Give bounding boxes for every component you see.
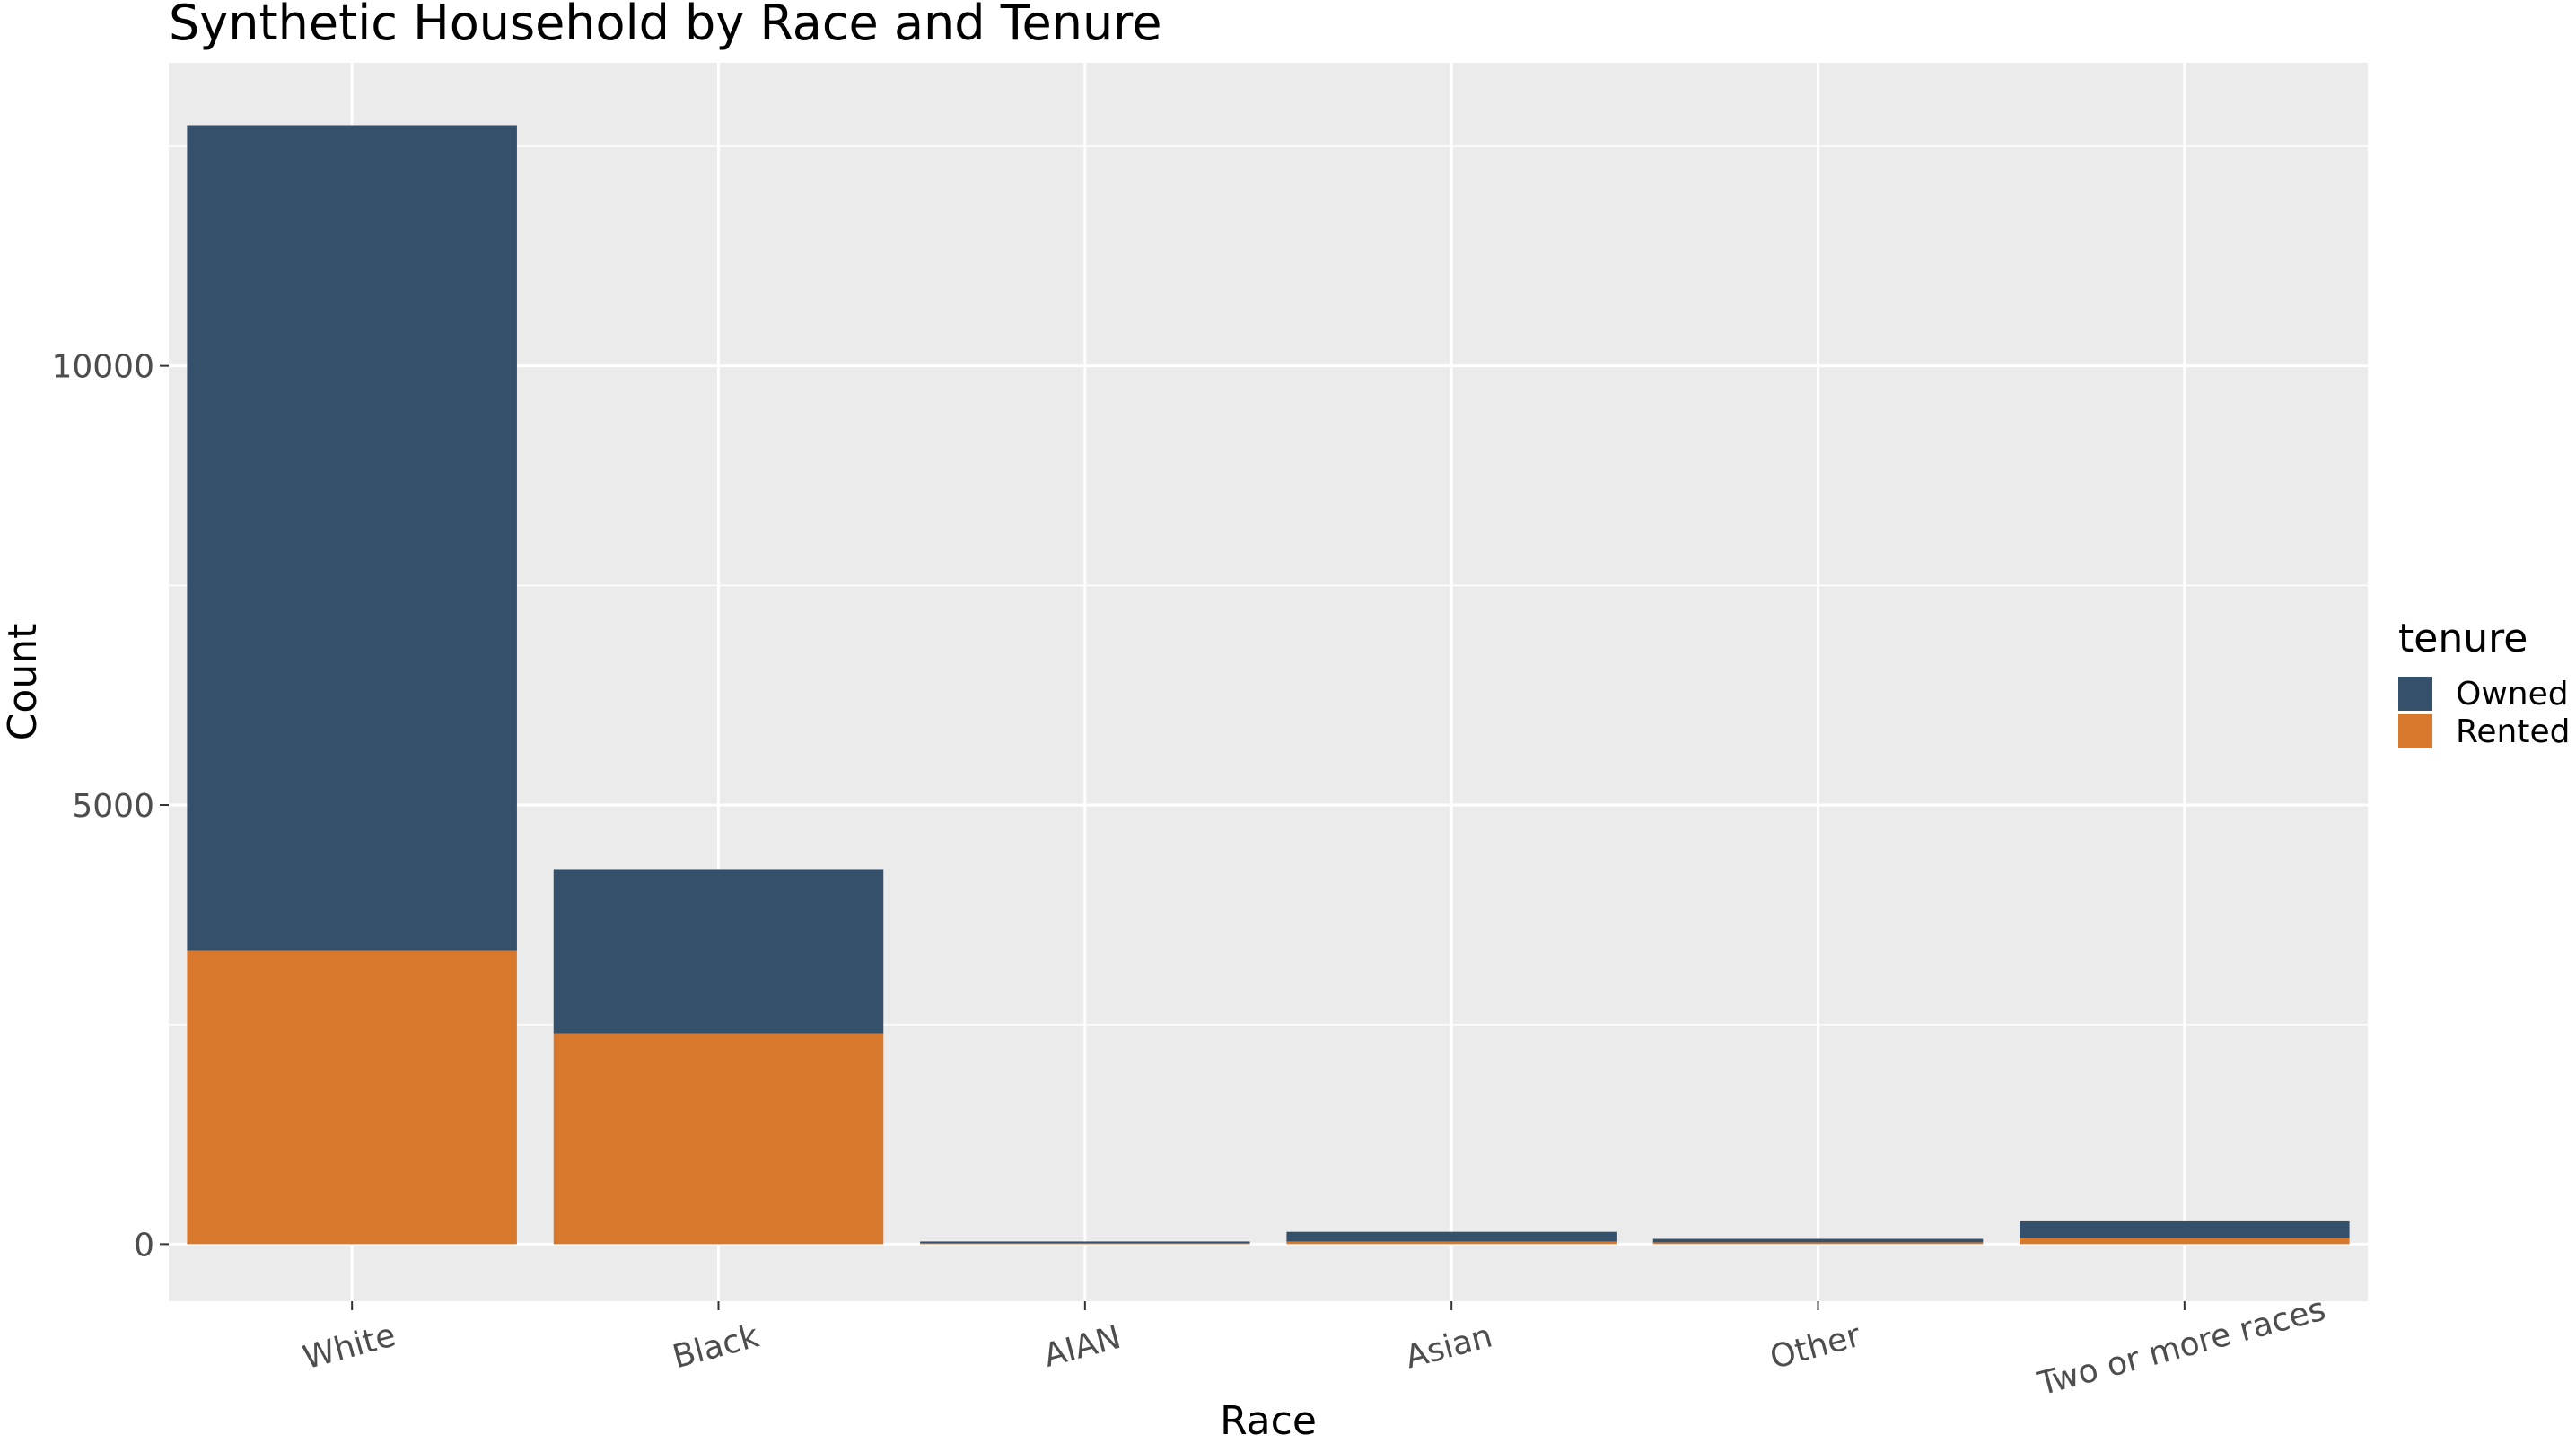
x-tick-label: Asian bbox=[1401, 1317, 1496, 1376]
legend-label-owned: Owned bbox=[2456, 676, 2569, 713]
x-tick-label: Black bbox=[669, 1317, 763, 1376]
y-tick-label: 5000 bbox=[72, 788, 154, 825]
bar-rented-asian bbox=[1286, 1241, 1617, 1245]
bar-rented-white bbox=[187, 950, 517, 1245]
legend-label-rented: Rented bbox=[2456, 713, 2570, 750]
bar-rented-other bbox=[1652, 1242, 1984, 1245]
y-tick-label: 0 bbox=[134, 1227, 154, 1264]
y-axis-title: Count bbox=[0, 624, 46, 741]
bar-rented-two-or-more-races bbox=[2020, 1238, 2350, 1245]
bar-rented-aian bbox=[920, 1243, 1250, 1245]
legend-key-owned bbox=[2398, 677, 2432, 711]
minor-gridlines bbox=[169, 145, 2368, 1026]
x-tick-label: White bbox=[299, 1317, 399, 1378]
y-tick-label: 10000 bbox=[51, 349, 154, 386]
bar-owned-black bbox=[553, 869, 884, 1034]
x-tick-label: Other bbox=[1766, 1317, 1865, 1377]
bars bbox=[187, 125, 2350, 1245]
legend-title: tenure bbox=[2398, 616, 2528, 661]
x-axis: White Black AIAN Asian Other Two or more race… bbox=[299, 1290, 2329, 1403]
bar-owned-other bbox=[1652, 1238, 1984, 1243]
bar-owned-asian bbox=[1286, 1231, 1617, 1242]
bar-owned-aian bbox=[920, 1241, 1250, 1244]
y-axis: 0 5000 10000 bbox=[51, 349, 169, 1264]
x-tick-label: AIAN bbox=[1040, 1319, 1125, 1375]
x-tick-label: Two or more races bbox=[2033, 1290, 2329, 1403]
chart-title: Synthetic Household by Race and Tenure bbox=[169, 0, 1161, 51]
bar-owned-two-or-more-races bbox=[2020, 1220, 2350, 1238]
x-axis-title: Race bbox=[1220, 1398, 1317, 1444]
plot-panel bbox=[169, 63, 2368, 1301]
bar-owned-white bbox=[187, 125, 517, 951]
legend-key-rented bbox=[2398, 714, 2432, 748]
bar-rented-black bbox=[553, 1033, 884, 1245]
